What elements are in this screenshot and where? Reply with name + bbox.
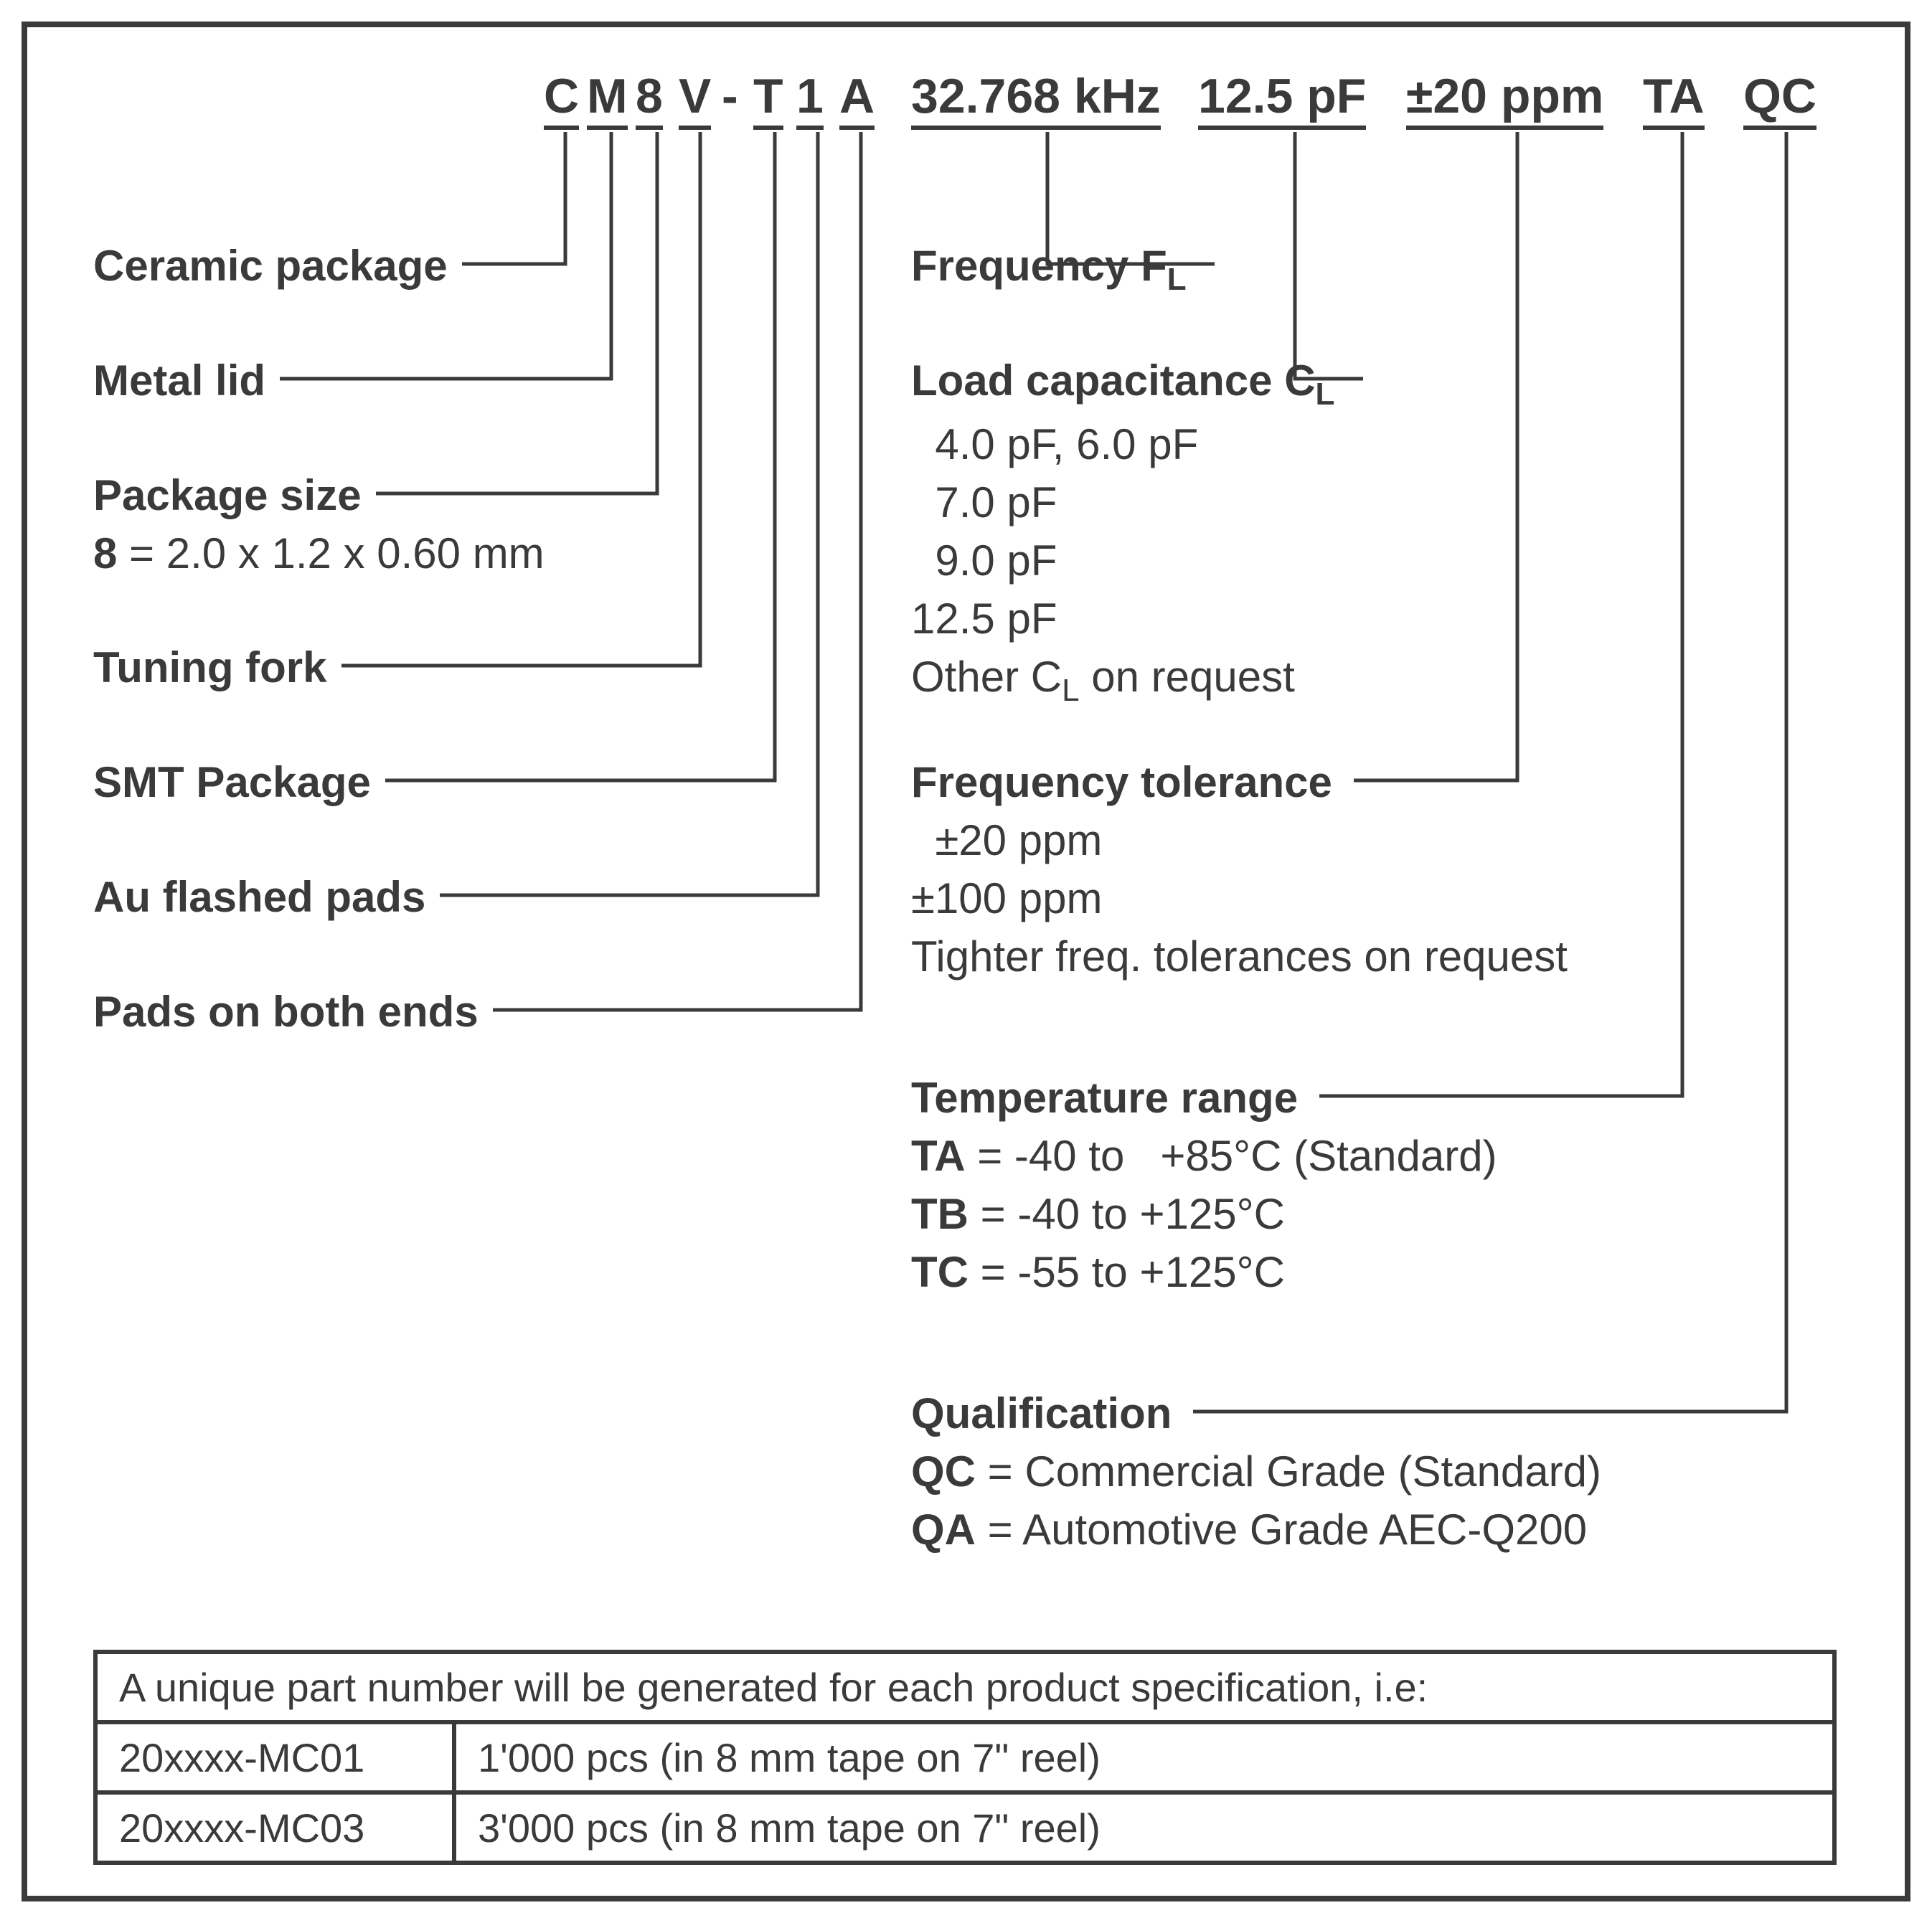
left-label: Pads on both ends (93, 983, 479, 1041)
table-cell: 1'000 pcs (in 8 mm tape on 7" reel) (456, 1724, 1832, 1790)
left-label: Au flashed pads (93, 868, 425, 926)
right-label: Temperature rangeTA = -40 to +85°C (Stan… (911, 1069, 1497, 1301)
right-label: Load capacitance CL 4.0 pF, 6.0 pF 7.0 p… (911, 351, 1334, 712)
left-label: Tuning fork (93, 638, 327, 696)
page: CM8V-T1A32.768 kHz12.5 pF±20 ppmTAQC Cer… (0, 0, 1932, 1923)
table-header: A unique part number will be generated f… (98, 1654, 1832, 1720)
right-label: QualificationQC = Commercial Grade (Stan… (911, 1384, 1601, 1559)
left-label: SMT Package (93, 753, 371, 811)
left-label: Package size8 = 2.0 x 1.2 x 0.60 mm (93, 466, 545, 582)
table-cell: 20xxxx-MC01 (98, 1724, 456, 1790)
table-cell: 20xxxx-MC03 (98, 1795, 456, 1861)
left-label: Metal lid (93, 351, 265, 410)
right-label: Frequency tolerance ±20 ppm±100 ppmTight… (911, 753, 1568, 986)
left-label: Ceramic package (93, 237, 448, 295)
table-cell: 3'000 pcs (in 8 mm tape on 7" reel) (456, 1795, 1832, 1861)
right-label: Frequency FL (911, 237, 1187, 301)
